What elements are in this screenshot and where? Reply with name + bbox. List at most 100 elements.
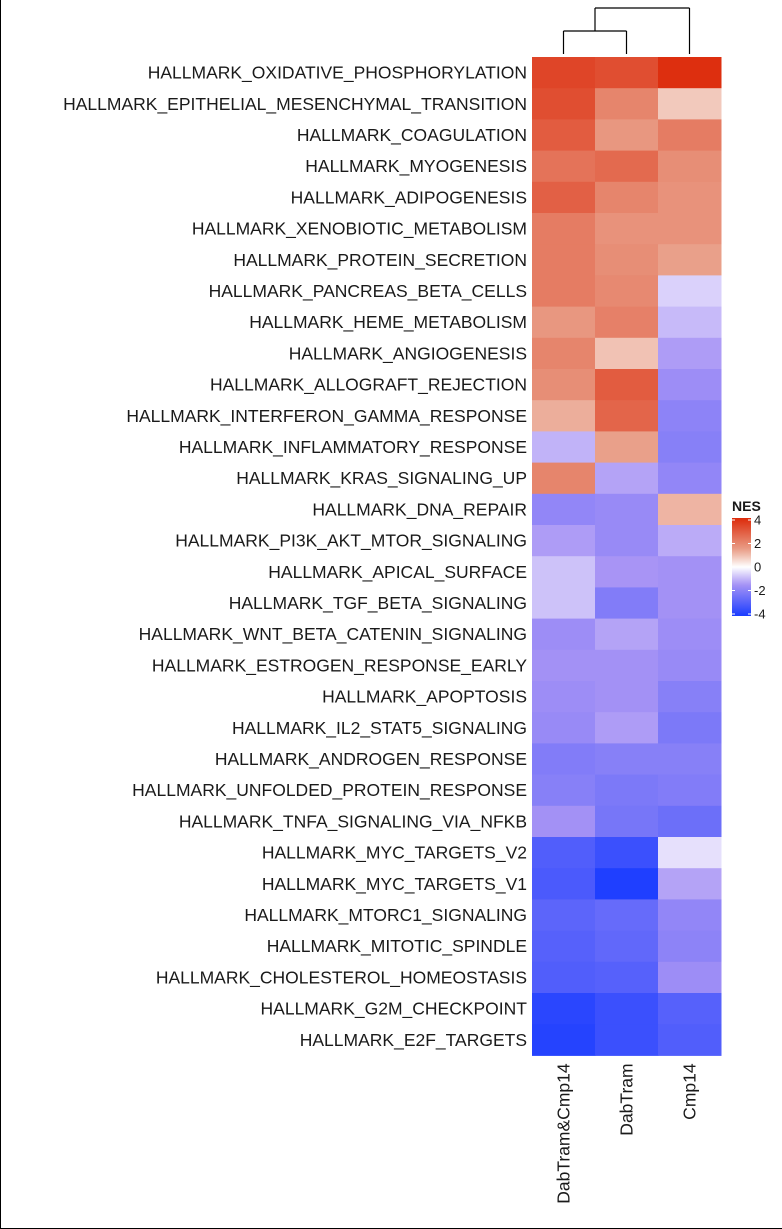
- heatmap-cell-hallmark-apoptosis-dabtram: [595, 681, 659, 713]
- row-label-hallmark-tgf-beta-signaling: HALLMARK_TGF_BETA_SIGNALING: [229, 593, 527, 614]
- row-label-hallmark-xenobiotic-metabolism: HALLMARK_XENOBIOTIC_METABOLISM: [192, 219, 527, 240]
- heatmap-cell-hallmark-coagulation-dabtram: [595, 119, 659, 152]
- heatmap-cell-hallmark-xenobiotic-metabolism-cmp14: [658, 213, 722, 245]
- heatmap-cell-hallmark-wnt-beta-catenin-signaling-dabtram: [595, 618, 659, 651]
- row-label-hallmark-e2f-targets: HALLMARK_E2F_TARGETS: [300, 1030, 527, 1051]
- heatmap-cell-hallmark-estrogen-response-early-dabtram: [595, 649, 659, 682]
- heatmap-cell-hallmark-oxidative-phosphorylation-cmp14: [658, 57, 722, 89]
- heatmap-cell-hallmark-il2-stat5-signaling-dabtram: [595, 712, 659, 744]
- heatmap-cell-hallmark-pancreas-beta-cells-dabtram: [595, 275, 659, 308]
- heatmap-cell-hallmark-wnt-beta-catenin-signaling-cmp14: [658, 618, 722, 651]
- row-label-hallmark-il2-stat5-signaling: HALLMARK_IL2_STAT5_SIGNALING: [232, 718, 527, 739]
- heatmap-cell-hallmark-allograft-rejection-dabtram-cmp14: [532, 369, 596, 401]
- heatmap-cell-hallmark-mtorc1-signaling-cmp14: [658, 899, 722, 932]
- column-labels: DabTram&Cmp14 DabTram Cmp14: [554, 1063, 700, 1204]
- nes-legend: NES 4 2 0 -2 -4: [732, 498, 766, 622]
- legend-color-bar: [732, 518, 751, 616]
- heatmap-cell-hallmark-tgf-beta-signaling-cmp14: [658, 587, 722, 620]
- heatmap-cell-hallmark-wnt-beta-catenin-signaling-dabtram-cmp14: [532, 618, 596, 651]
- row-label-hallmark-mtorc1-signaling: HALLMARK_MTORC1_SIGNALING: [244, 905, 527, 926]
- heatmap-cell-hallmark-myogenesis-cmp14: [658, 150, 722, 183]
- heatmap-cell-hallmark-dna-repair-cmp14: [658, 493, 722, 526]
- heatmap-cell-hallmark-allograft-rejection-cmp14: [658, 369, 722, 401]
- heatmap-cell-hallmark-apoptosis-cmp14: [658, 681, 722, 713]
- heatmap-cell-hallmark-mtorc1-signaling-dabtram-cmp14: [532, 899, 596, 932]
- heatmap-cell-hallmark-myc-targets-v1-cmp14: [658, 868, 722, 900]
- legend-tick-label: -2: [754, 583, 766, 598]
- heatmap-cell-hallmark-androgen-response-dabtram-cmp14: [532, 743, 596, 776]
- legend-tick-label: 0: [754, 560, 761, 575]
- heatmap-cell-hallmark-protein-secretion-cmp14: [658, 244, 722, 276]
- row-label-hallmark-estrogen-response-early: HALLMARK_ESTROGEN_RESPONSE_EARLY: [152, 655, 527, 676]
- heatmap-cell-hallmark-apical-surface-cmp14: [658, 556, 722, 588]
- row-label-hallmark-interferon-gamma-response: HALLMARK_INTERFERON_GAMMA_RESPONSE: [126, 406, 527, 427]
- row-label-hallmark-coagulation: HALLMARK_COAGULATION: [297, 125, 527, 146]
- heatmap-cell-hallmark-adipogenesis-cmp14: [658, 181, 722, 214]
- heatmap-cell-hallmark-androgen-response-dabtram: [595, 743, 659, 776]
- heatmap-cell-hallmark-myc-targets-v2-cmp14: [658, 837, 722, 869]
- heatmap-cell-hallmark-protein-secretion-dabtram: [595, 244, 659, 276]
- row-label-hallmark-apical-surface: HALLMARK_APICAL_SURFACE: [268, 562, 527, 583]
- heatmap-cell-hallmark-kras-signaling-up-cmp14: [658, 462, 722, 495]
- heatmap-cell-hallmark-xenobiotic-metabolism-dabtram: [595, 213, 659, 245]
- heatmap-cell-hallmark-angiogenesis-dabtram-cmp14: [532, 337, 596, 370]
- row-label-hallmark-heme-metabolism: HALLMARK_HEME_METABOLISM: [249, 312, 527, 333]
- heatmap-cell-hallmark-pi3k-akt-mtor-signaling-dabtram-cmp14: [532, 525, 596, 557]
- heatmap-cell-hallmark-protein-secretion-dabtram-cmp14: [532, 244, 596, 276]
- heatmap-cell-hallmark-mtorc1-signaling-dabtram: [595, 899, 659, 932]
- column-label-cmp14: Cmp14: [680, 1063, 700, 1120]
- heatmap-cell-hallmark-il2-stat5-signaling-dabtram-cmp14: [532, 712, 596, 744]
- row-label-hallmark-inflammatory-response: HALLMARK_INFLAMMATORY_RESPONSE: [179, 437, 527, 458]
- heatmap-cell-hallmark-myc-targets-v1-dabtram: [595, 868, 659, 900]
- heatmap-cell-hallmark-heme-metabolism-cmp14: [658, 306, 722, 339]
- row-label-hallmark-epithelial-mesenchymal-transition: HALLMARK_EPITHELIAL_MESENCHYMAL_TRANSITI…: [63, 94, 527, 115]
- heatmap-cells: [532, 57, 722, 1056]
- legend-title: NES: [732, 498, 761, 514]
- heatmap-cell-hallmark-interferon-gamma-response-dabtram: [595, 400, 659, 432]
- heatmap-cell-hallmark-adipogenesis-dabtram: [595, 181, 659, 214]
- heatmap-cell-hallmark-myc-targets-v1-dabtram-cmp14: [532, 868, 596, 900]
- heatmap-cell-hallmark-estrogen-response-early-cmp14: [658, 649, 722, 682]
- heatmap-cell-hallmark-cholesterol-homeostasis-cmp14: [658, 961, 722, 994]
- heatmap-cell-hallmark-coagulation-dabtram-cmp14: [532, 119, 596, 152]
- heatmap-cell-hallmark-mitotic-spindle-cmp14: [658, 930, 722, 963]
- heatmap-cell-hallmark-oxidative-phosphorylation-dabtram-cmp14: [532, 57, 596, 89]
- column-label-dabtram-cmp14: DabTram&Cmp14: [554, 1063, 574, 1204]
- row-label-hallmark-myc-targets-v1: HALLMARK_MYC_TARGETS_V1: [262, 874, 527, 895]
- heatmap-cell-hallmark-apical-surface-dabtram-cmp14: [532, 556, 596, 588]
- heatmap-cell-hallmark-dna-repair-dabtram: [595, 493, 659, 526]
- row-label-hallmark-mitotic-spindle: HALLMARK_MITOTIC_SPINDLE: [267, 936, 527, 957]
- row-label-hallmark-pancreas-beta-cells: HALLMARK_PANCREAS_BETA_CELLS: [209, 281, 527, 302]
- heatmap-cell-hallmark-inflammatory-response-dabtram: [595, 431, 659, 464]
- heatmap-cell-hallmark-adipogenesis-dabtram-cmp14: [532, 181, 596, 214]
- heatmap-cell-hallmark-mitotic-spindle-dabtram-cmp14: [532, 930, 596, 963]
- heatmap-cell-hallmark-pi3k-akt-mtor-signaling-cmp14: [658, 525, 722, 557]
- heatmap-cell-hallmark-cholesterol-homeostasis-dabtram: [595, 961, 659, 994]
- row-label-hallmark-protein-secretion: HALLMARK_PROTEIN_SECRETION: [233, 250, 527, 271]
- heatmap-cell-hallmark-tgf-beta-signaling-dabtram: [595, 587, 659, 620]
- heatmap-cell-hallmark-e2f-targets-dabtram: [595, 1024, 659, 1056]
- heatmap-cell-hallmark-angiogenesis-dabtram: [595, 337, 659, 370]
- column-dendrogram: [562, 7, 691, 54]
- heatmap-cell-hallmark-kras-signaling-up-dabtram-cmp14: [532, 462, 596, 495]
- row-label-hallmark-cholesterol-homeostasis: HALLMARK_CHOLESTEROL_HOMEOSTASIS: [156, 967, 527, 988]
- row-label-hallmark-dna-repair: HALLMARK_DNA_REPAIR: [312, 499, 527, 520]
- heatmap-cell-hallmark-pi3k-akt-mtor-signaling-dabtram: [595, 525, 659, 557]
- heatmap-cell-hallmark-g2m-checkpoint-cmp14: [658, 993, 722, 1025]
- heatmap-cell-hallmark-inflammatory-response-cmp14: [658, 431, 722, 464]
- heatmap-cell-hallmark-unfolded-protein-response-cmp14: [658, 774, 722, 807]
- heatmap-cell-hallmark-g2m-checkpoint-dabtram: [595, 993, 659, 1025]
- heatmap-cell-hallmark-inflammatory-response-dabtram-cmp14: [532, 431, 596, 464]
- row-labels: HALLMARK_OXIDATIVE_PHOSPHORYLATION HALLMA…: [63, 63, 527, 1051]
- heatmap-cell-hallmark-allograft-rejection-dabtram: [595, 369, 659, 401]
- row-label-hallmark-myogenesis: HALLMARK_MYOGENESIS: [305, 156, 527, 177]
- heatmap-cell-hallmark-xenobiotic-metabolism-dabtram-cmp14: [532, 213, 596, 245]
- heatmap-cell-hallmark-heme-metabolism-dabtram-cmp14: [532, 306, 596, 339]
- column-label-dabtram: DabTram: [617, 1063, 637, 1135]
- heatmap-cell-hallmark-g2m-checkpoint-dabtram-cmp14: [532, 993, 596, 1025]
- heatmap-cell-hallmark-epithelial-mesenchymal-transition-cmp14: [658, 88, 722, 120]
- legend-tick-label: 2: [754, 536, 761, 551]
- heatmap-cell-hallmark-tnfa-signaling-via-nfkb-dabtram-cmp14: [532, 805, 596, 838]
- heatmap-cell-hallmark-tnfa-signaling-via-nfkb-cmp14: [658, 805, 722, 838]
